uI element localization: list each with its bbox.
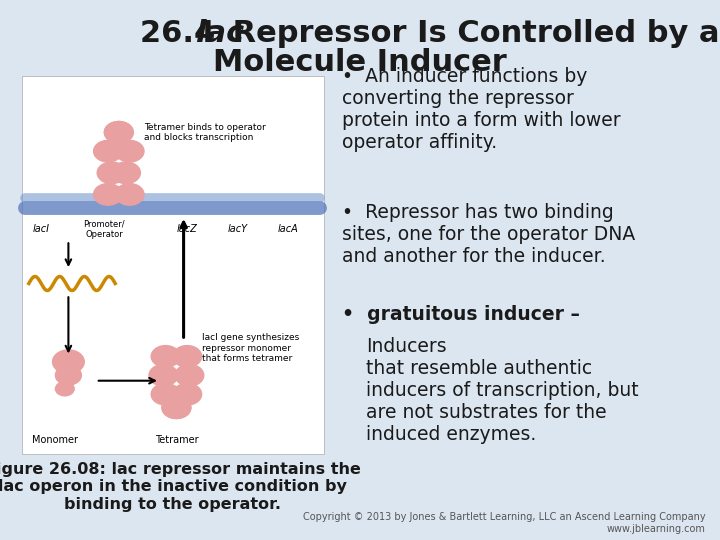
Circle shape (115, 140, 144, 162)
Circle shape (162, 397, 191, 418)
Circle shape (94, 184, 122, 205)
Text: lacA: lacA (278, 225, 298, 234)
Text: Molecule Inducer: Molecule Inducer (213, 48, 507, 77)
Circle shape (173, 383, 202, 405)
FancyBboxPatch shape (22, 76, 324, 454)
Text: Repressor Is Controlled by a Small-: Repressor Is Controlled by a Small- (222, 19, 720, 48)
Text: lacY: lacY (228, 225, 248, 234)
Circle shape (53, 350, 84, 374)
Circle shape (149, 364, 178, 386)
Text: lacI gene synthesizes
repressor monomer
that forms tetramer: lacI gene synthesizes repressor monomer … (202, 333, 299, 363)
Circle shape (175, 364, 204, 386)
Text: Inducers
that resemble authentic
inducers of transcription, but
are not substrat: Inducers that resemble authentic inducer… (366, 338, 639, 444)
Circle shape (151, 346, 180, 367)
Circle shape (55, 366, 81, 385)
Text: Tetramer: Tetramer (155, 435, 199, 445)
Circle shape (104, 122, 133, 143)
Text: lacI: lacI (32, 225, 50, 234)
Text: Figure 26.08: lac repressor maintains the
lac operon in the inactive condition b: Figure 26.08: lac repressor maintains th… (0, 462, 361, 511)
Text: Copyright © 2013 by Jones & Bartlett Learning, LLC an Ascend Learning Company
ww: Copyright © 2013 by Jones & Bartlett Lea… (303, 512, 706, 534)
Text: Promoter/
Operator: Promoter/ Operator (84, 220, 125, 239)
Circle shape (104, 122, 133, 143)
Text: •  An inducer functions by
converting the repressor
protein into a form with low: • An inducer functions by converting the… (342, 68, 621, 152)
Text: 26.4: 26.4 (140, 19, 237, 48)
Text: •  Repressor has two binding
sites, one for the operator DNA
and another for the: • Repressor has two binding sites, one f… (342, 202, 635, 266)
Circle shape (115, 184, 144, 205)
Circle shape (162, 397, 191, 418)
Text: Monomer: Monomer (32, 435, 78, 445)
Circle shape (94, 140, 122, 162)
Circle shape (151, 383, 180, 405)
Circle shape (97, 162, 126, 184)
Text: lac: lac (195, 19, 244, 48)
Circle shape (55, 382, 74, 396)
Text: Tetramer binds to operator
and blocks transcription: Tetramer binds to operator and blocks tr… (144, 123, 266, 142)
Circle shape (173, 346, 202, 367)
Text: lacZ: lacZ (177, 225, 197, 234)
Text: •  gratuitous inducer –: • gratuitous inducer – (342, 305, 586, 324)
Circle shape (112, 162, 140, 184)
